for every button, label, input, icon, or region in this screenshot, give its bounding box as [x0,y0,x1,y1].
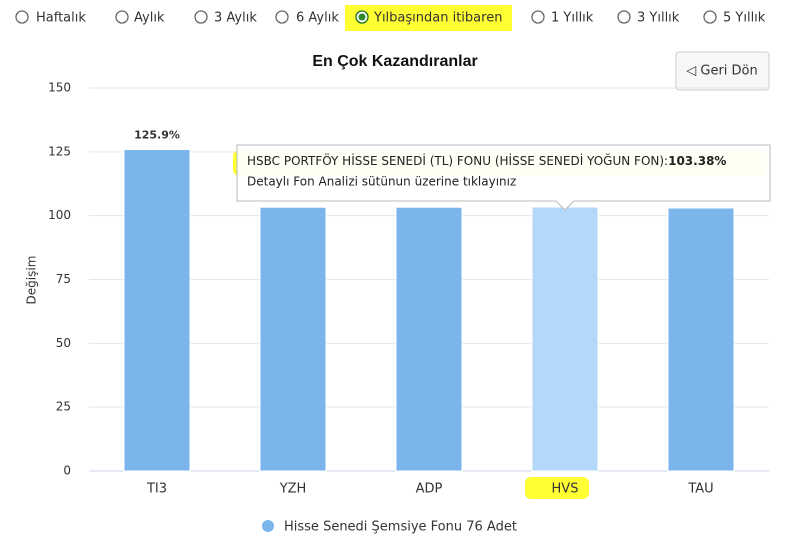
bar[interactable] [123,149,191,472]
tooltip-title: HSBC PORTFÖY HİSSE SENEDİ (TL) FONU (HİS… [247,152,726,168]
x-tick-label: YZH [279,482,307,497]
back-button-label[interactable]: ◁ Geri Dön [686,64,758,79]
chart-title: En Çok Kazandıranlar [312,53,477,70]
x-tick-label: TI3 [146,482,167,497]
y-axis-label: Değişim [25,256,39,305]
bar[interactable] [667,207,735,472]
radio-button[interactable] [194,10,208,24]
radio-button[interactable] [617,10,631,24]
radio-button[interactable] [15,10,29,24]
bar[interactable] [259,206,327,472]
legend-marker [262,520,274,532]
y-tick-label: 0 [63,464,71,478]
radio-label[interactable]: 1 Yıllık [551,11,594,26]
tooltip-hint: Detaylı Fon Analizi sütünun üzerine tıkl… [247,175,516,189]
radio-label[interactable]: 6 Aylık [296,11,339,26]
bar[interactable] [531,206,599,472]
radio-label[interactable]: Haftalık [36,11,86,26]
highlight [525,477,589,499]
radio-button[interactable] [275,10,289,24]
highlight [345,5,512,31]
x-tick-label: TAU [687,482,713,497]
radio-button[interactable] [703,10,717,24]
y-tick-label: 100 [48,208,71,222]
tooltip-name: HSBC PORTFÖY HİSSE SENEDİ (TL) FONU (HİS… [247,152,668,168]
radio-label[interactable]: Yılbaşından itibaren [373,11,502,26]
x-tick-label: HVS [552,482,579,497]
radio-label[interactable]: 5 Yıllık [723,11,766,26]
legend-label: Hisse Senedi Şemsiye Fonu 76 Adet [284,520,517,535]
y-tick-label: 150 [48,81,71,95]
radio-button[interactable] [115,10,129,24]
radio-label[interactable]: Aylık [134,11,165,26]
radio-label[interactable]: 3 Aylık [214,11,257,26]
bar[interactable] [395,206,463,472]
tooltip-value: 103.38% [668,154,726,168]
radio-label[interactable]: 3 Yıllık [637,11,680,26]
value-label: 125.9% [134,129,180,142]
x-tick-label: ADP [416,482,443,497]
radio-dot [358,13,366,21]
y-tick-label: 25 [56,400,71,414]
radio-button[interactable] [531,10,545,24]
y-tick-label: 50 [56,336,71,350]
y-tick-label: 75 [56,272,71,286]
tooltip-box [236,144,771,211]
y-tick-label: 125 [48,144,71,158]
back-button[interactable] [675,51,770,91]
